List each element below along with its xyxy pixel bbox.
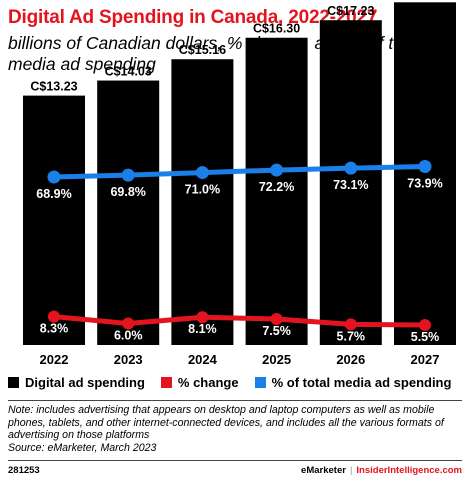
share-label-2026: 73.1% xyxy=(333,178,368,192)
change-label-2025: 7.5% xyxy=(262,324,291,338)
note-text: Note: includes advertising that appears … xyxy=(8,404,444,441)
legend-swatch-share xyxy=(254,377,266,388)
bar-value-label-2025: C$16.30 xyxy=(253,22,300,36)
bar-2024 xyxy=(171,59,234,345)
bar-2026 xyxy=(319,20,382,345)
legend-label-spending: Digital ad spending xyxy=(25,375,145,390)
brand-emarketer: eMarketer xyxy=(301,465,346,476)
footer-divider xyxy=(8,460,462,461)
legend-label-share: % of total media ad spending xyxy=(271,375,452,390)
footnote: Note: includes advertising that appears … xyxy=(8,404,468,454)
legend-swatch-change xyxy=(160,377,172,388)
share-point-2024 xyxy=(195,166,209,180)
share-label-2025: 72.2% xyxy=(259,180,294,194)
bar-value-label-2022: C$13.23 xyxy=(30,80,77,94)
legend-item-change: % change xyxy=(160,375,239,390)
change-label-2027: 5.5% xyxy=(411,330,440,344)
bar-2023 xyxy=(97,80,160,346)
change-label-2023: 6.0% xyxy=(114,329,143,343)
legend-swatch-spending xyxy=(8,377,19,388)
change-label-2026: 5.7% xyxy=(337,329,366,343)
share-label-2022: 68.9% xyxy=(36,187,71,201)
note-divider xyxy=(8,400,462,401)
chart-id: 281253 xyxy=(8,465,40,476)
legend-item-spending: Digital ad spending xyxy=(8,375,145,390)
brand-credit: eMarketer | InsiderIntelligence.com xyxy=(301,465,462,476)
x-tick-label-2023: 2023 xyxy=(114,352,143,367)
share-point-2023 xyxy=(121,168,135,182)
change-label-2024: 8.1% xyxy=(188,322,217,336)
legend-label-change: % change xyxy=(177,375,239,390)
bar-value-label-2023: C$14.03 xyxy=(105,65,152,79)
share-point-2026 xyxy=(344,161,358,175)
series-line-change xyxy=(51,314,428,328)
bar-2022 xyxy=(23,95,85,345)
legend-item-share: % of total media ad spending xyxy=(254,375,452,390)
change-label-2022: 8.3% xyxy=(40,322,69,336)
source-text: Source: eMarketer, March 2023 xyxy=(8,441,157,454)
change-point-2022 xyxy=(48,310,60,323)
bar-value-label-2026: C$17.23 xyxy=(327,4,374,18)
legend: Digital ad spending % change % of total … xyxy=(8,375,467,390)
x-tick-label-2026: 2026 xyxy=(336,352,365,367)
change-point-2025 xyxy=(270,313,283,325)
chart-title: Digital Ad Spending in Canada, 2022-2027 xyxy=(8,7,378,28)
share-point-2027 xyxy=(418,160,432,173)
x-tick-label-2025: 2025 xyxy=(262,352,291,367)
brand-insiderintelligence: InsiderIntelligence.com xyxy=(356,465,462,476)
x-tick-label-2027: 2027 xyxy=(411,352,440,367)
chart-area: C$13.23 2022 C$14.03 2023 C$15.16 2024 C$16.30… xyxy=(23,0,456,367)
change-point-2026 xyxy=(344,318,357,331)
chart-subtitle: billions of Canadian dollars, % change, … xyxy=(8,33,422,74)
share-label-2023: 69.8% xyxy=(110,185,145,199)
x-tick-label-2024: 2024 xyxy=(188,352,218,367)
bar-2027 xyxy=(394,2,456,345)
change-point-2027 xyxy=(419,319,431,331)
series-line-share xyxy=(51,164,428,180)
share-point-2025 xyxy=(270,163,284,177)
x-tick-label-2022: 2022 xyxy=(40,352,69,367)
brand-separator: | xyxy=(349,465,353,476)
share-point-2022 xyxy=(47,170,61,184)
bar-2025 xyxy=(245,37,308,346)
share-label-2024: 71.0% xyxy=(185,183,220,197)
change-point-2024 xyxy=(196,311,209,324)
share-label-2027: 73.9% xyxy=(407,177,442,191)
bar-value-label-2024: C$15.16 xyxy=(179,43,226,57)
change-point-2023 xyxy=(122,317,135,330)
